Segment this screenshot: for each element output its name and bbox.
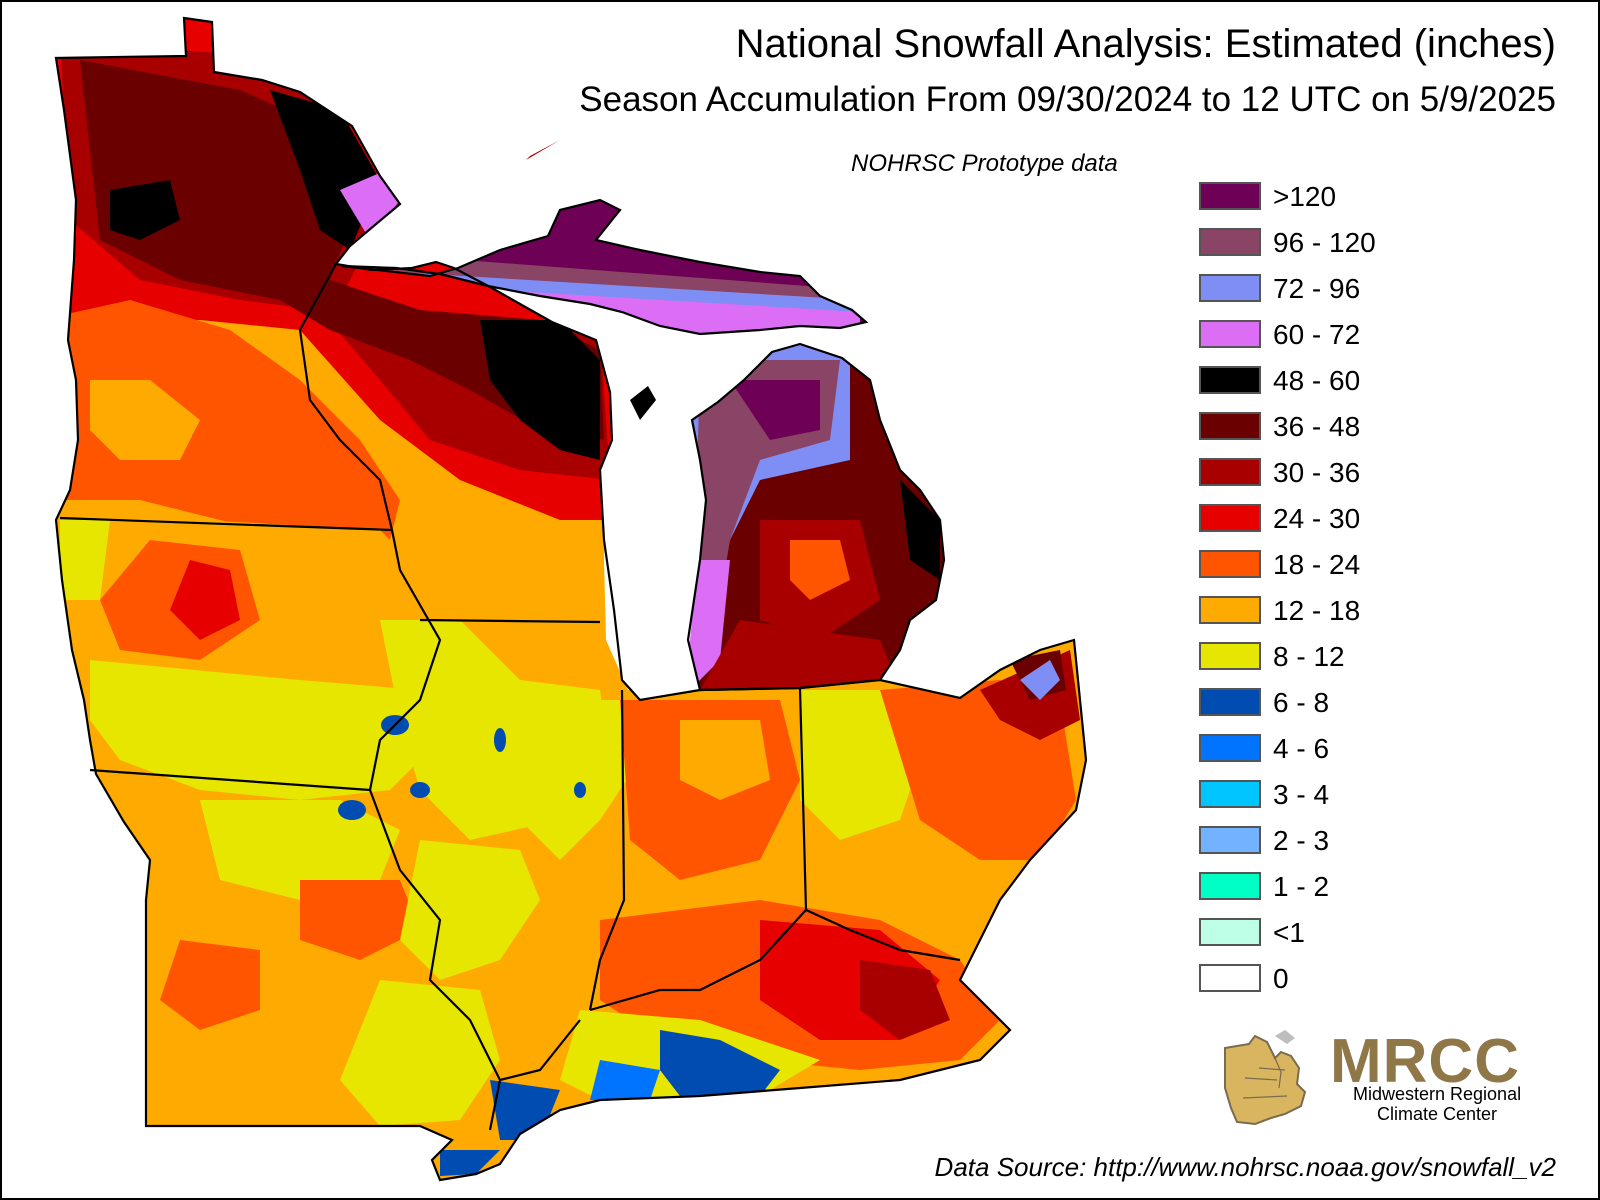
legend-label: 6 - 8 [1273, 687, 1330, 718]
legend-label: 8 - 12 [1273, 641, 1345, 672]
legend-row: 3 - 4 [1199, 778, 1419, 812]
legend-swatch [1199, 918, 1261, 946]
legend-row: 30 - 36 [1199, 456, 1419, 490]
legend-row: 24 - 30 [1199, 502, 1419, 536]
legend-label: >120 [1273, 181, 1337, 212]
legend-label: 24 - 30 [1273, 503, 1361, 534]
legend-row: 72 - 96 [1199, 272, 1419, 306]
legend-row: 2 - 3 [1199, 824, 1419, 858]
legend-label: 48 - 60 [1273, 365, 1361, 396]
logo-line-2: Climate Center [1377, 1104, 1498, 1124]
legend-label: 3 - 4 [1273, 779, 1330, 810]
legend-label: 18 - 24 [1273, 549, 1361, 580]
legend-row: >120 [1199, 180, 1419, 214]
legend-label: 30 - 36 [1273, 457, 1361, 488]
legend-swatch [1199, 182, 1261, 210]
legend-swatch [1199, 412, 1261, 440]
legend-swatch [1199, 872, 1261, 900]
midwest-map-icon [1224, 1030, 1307, 1126]
legend-swatch [1199, 734, 1261, 762]
legend-swatch [1199, 964, 1261, 992]
legend-swatch [1199, 320, 1261, 348]
legend-row: 4 - 6 [1199, 732, 1419, 766]
legend-row: <1 [1199, 916, 1419, 950]
legend-row: 6 - 8 [1199, 686, 1419, 720]
legend-row: 0 [1199, 962, 1419, 996]
prototype-note: NOHRSC Prototype data [851, 150, 1118, 177]
legend-label: 96 - 120 [1273, 227, 1376, 258]
mrcc-logo: MRCC Midwestern Regional Climate Center [1215, 1020, 1555, 1130]
isle-royale [526, 140, 560, 160]
legend-label: 12 - 18 [1273, 595, 1361, 626]
legend-swatch [1199, 504, 1261, 532]
legend-label: 0 [1273, 963, 1289, 994]
logo-wordmark: MRCC [1330, 1027, 1520, 1096]
legend-label: 72 - 96 [1273, 273, 1361, 304]
legend-swatch [1199, 826, 1261, 854]
logo-line-1: Midwestern Regional [1353, 1084, 1522, 1104]
lower-peninsula [688, 344, 944, 690]
door-peninsula-speck [630, 386, 656, 420]
legend-row: 36 - 48 [1199, 410, 1419, 444]
legend-row: 18 - 24 [1199, 548, 1419, 582]
legend-swatch [1199, 780, 1261, 808]
legend-row: 8 - 12 [1199, 640, 1419, 674]
lake-michigan [604, 380, 700, 690]
main-land-region [56, 18, 1086, 1180]
legend-label: 36 - 48 [1273, 411, 1361, 442]
legend-row: 12 - 18 [1199, 594, 1419, 628]
legend-label: 1 - 2 [1273, 871, 1330, 902]
legend-row: 1 - 2 [1199, 870, 1419, 904]
legend-swatch [1199, 228, 1261, 256]
legend-label: 60 - 72 [1273, 319, 1361, 350]
legend-swatch [1199, 688, 1261, 716]
legend-swatch [1199, 458, 1261, 486]
legend-swatch [1199, 274, 1261, 302]
legend-swatch [1199, 366, 1261, 394]
legend-swatch [1199, 642, 1261, 670]
legend-row: 60 - 72 [1199, 318, 1419, 352]
legend-row: 48 - 60 [1199, 364, 1419, 398]
legend-label: 4 - 6 [1273, 733, 1330, 764]
legend-swatch [1199, 550, 1261, 578]
legend-label: <1 [1273, 917, 1305, 948]
legend-label: 2 - 3 [1273, 825, 1330, 856]
legend-swatch [1199, 596, 1261, 624]
state-boundaries [54, 16, 1088, 1182]
map-subtitle: Season Accumulation From 09/30/2024 to 1… [579, 80, 1556, 119]
legend-row: 96 - 120 [1199, 226, 1419, 260]
data-source: Data Source: http://www.nohrsc.noaa.gov/… [934, 1152, 1556, 1182]
map-title: National Snowfall Analysis: Estimated (i… [735, 22, 1556, 66]
